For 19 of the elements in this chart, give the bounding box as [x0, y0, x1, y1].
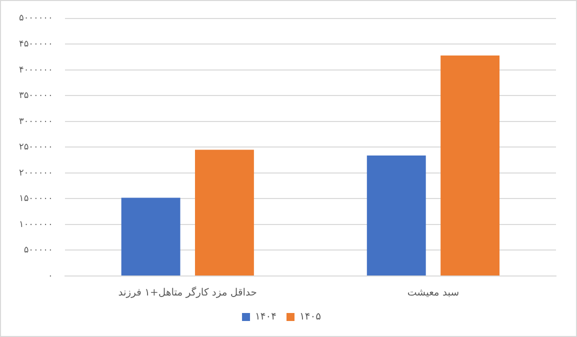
y-tick-label: ۴۰۰۰۰۰۰	[18, 65, 53, 76]
x-tick-label: سبد معیشت	[407, 288, 460, 299]
y-tick-label: ۱۰۰۰۰۰۰	[18, 220, 53, 230]
bar	[366, 155, 426, 276]
x-tick-label: حداقل مزد کارگر متاهل+۱ فرزند	[118, 286, 257, 299]
y-tick-label: ۴۵۰۰۰۰۰	[18, 40, 53, 50]
y-tick-label: ۰	[48, 271, 53, 282]
y-tick-label: ۲۰۰۰۰۰۰	[18, 168, 53, 178]
y-tick-label: ۵۰۰۰۰۰	[24, 246, 53, 256]
bar	[194, 150, 254, 276]
y-tick-label: ۲۵۰۰۰۰۰	[18, 142, 53, 153]
y-tick-label: ۵۰۰۰۰۰۰	[18, 14, 53, 24]
legend-label: ۱۴۰۴	[255, 312, 276, 323]
bar	[440, 55, 500, 276]
y-tick-label: ۱۵۰۰۰۰۰	[18, 194, 53, 204]
legend-label: ۱۴۰۵	[300, 312, 321, 323]
bar	[121, 198, 180, 276]
y-tick-label: ۳۰۰۰۰۰۰	[18, 116, 53, 127]
y-tick-label: ۳۵۰۰۰۰۰	[18, 91, 53, 102]
